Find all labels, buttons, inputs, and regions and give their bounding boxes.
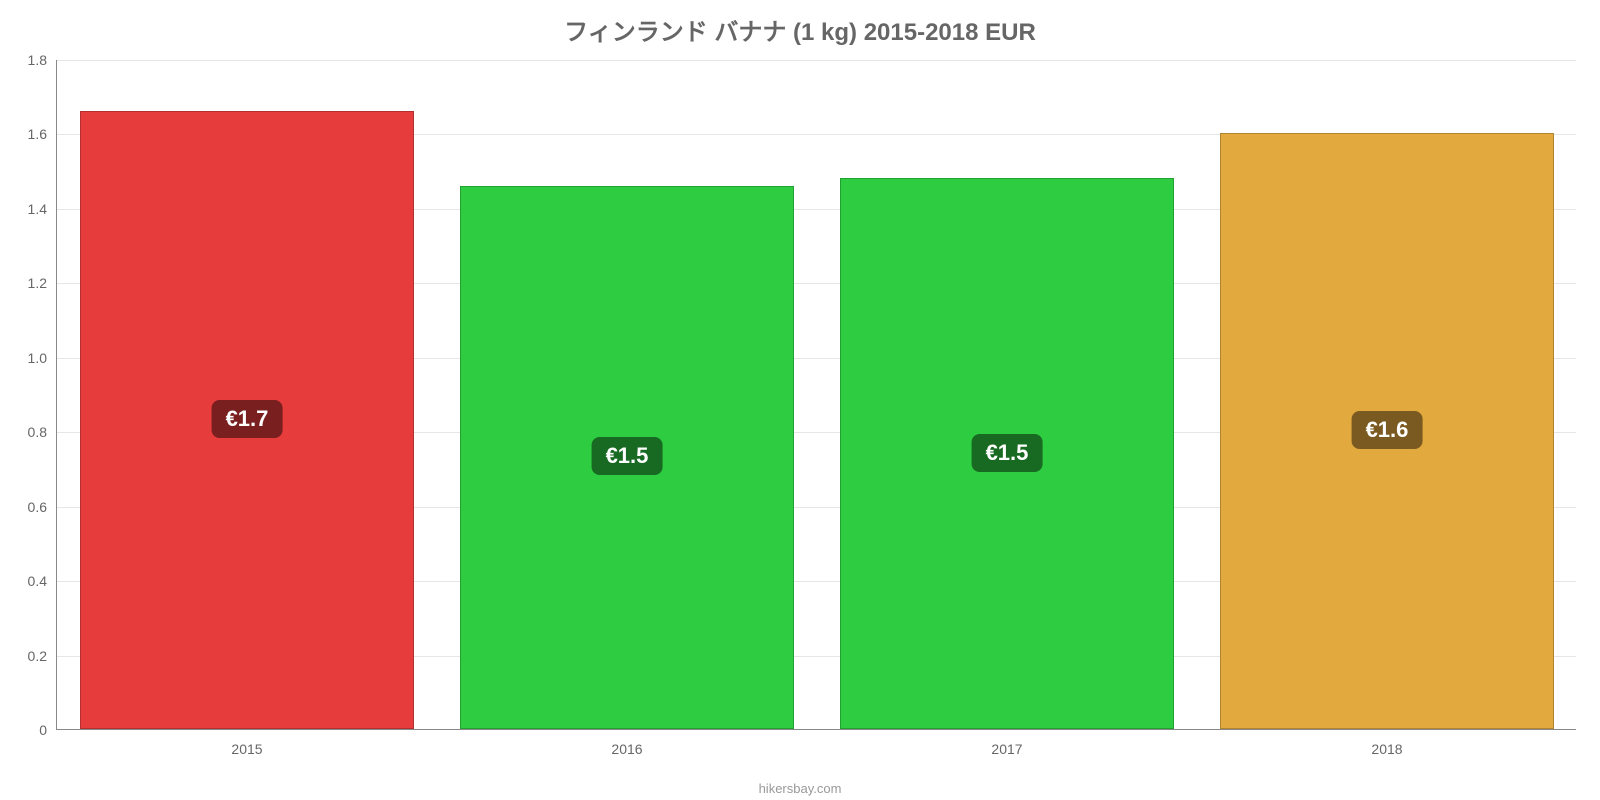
bar-value-label: €1.7 (212, 400, 283, 438)
y-tick-label: 0 (39, 722, 57, 738)
bar: €1.7 (80, 111, 414, 729)
y-tick-label: 0.6 (28, 499, 57, 515)
bar: €1.6 (1220, 133, 1554, 729)
y-tick-label: 0.8 (28, 424, 57, 440)
bar: €1.5 (460, 186, 794, 729)
y-tick-label: 1.2 (28, 275, 57, 291)
y-tick-label: 1.6 (28, 126, 57, 142)
chart-title: フィンランド バナナ (1 kg) 2015-2018 EUR (0, 12, 1600, 47)
bar: €1.5 (840, 178, 1174, 729)
plot-area: 00.20.40.60.81.01.21.41.61.8€1.72015€1.5… (56, 60, 1576, 730)
y-tick-label: 0.2 (28, 648, 57, 664)
y-tick-label: 1.8 (28, 52, 57, 68)
y-tick-label: 0.4 (28, 573, 57, 589)
source-attribution: hikersbay.com (0, 781, 1600, 796)
x-tick-label: 2018 (1371, 729, 1402, 757)
y-tick-label: 1.4 (28, 201, 57, 217)
y-tick-label: 1.0 (28, 350, 57, 366)
chart-container: フィンランド バナナ (1 kg) 2015-2018 EUR 00.20.40… (0, 0, 1600, 800)
x-tick-label: 2015 (231, 729, 262, 757)
bar-value-label: €1.5 (592, 437, 663, 475)
bar-value-label: €1.5 (972, 434, 1043, 472)
gridline (57, 60, 1576, 61)
bar-value-label: €1.6 (1352, 411, 1423, 449)
x-tick-label: 2016 (611, 729, 642, 757)
x-tick-label: 2017 (991, 729, 1022, 757)
